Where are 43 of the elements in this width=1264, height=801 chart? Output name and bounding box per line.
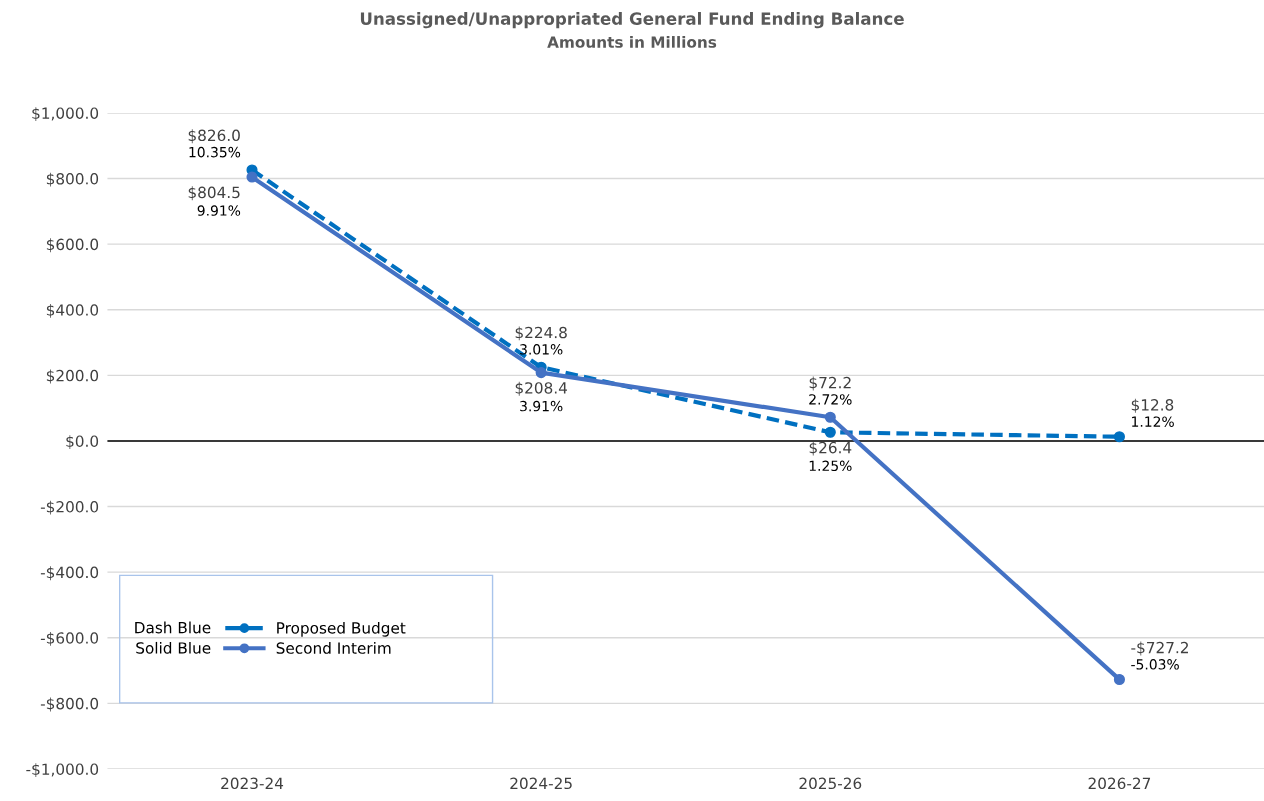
point <box>1113 431 1125 443</box>
annotation: Dash Blue <box>135 621 211 634</box>
y-tick-label: $1,000.0 <box>32 107 99 121</box>
y-tick-label: $400.0 <box>46 303 99 318</box>
data-label: $12.8 <box>1131 398 1174 413</box>
y-tick-label: $600.0 <box>46 238 99 253</box>
point <box>246 171 258 183</box>
annotation: 3.91% <box>520 400 563 412</box>
y-tick-label: -$600.0 <box>40 631 99 646</box>
y-tick-label: -$200.0 <box>40 500 99 515</box>
point <box>824 411 836 423</box>
y-tick-label: -$800.0 <box>40 697 99 712</box>
y-tick-label: $0.0 <box>66 435 99 449</box>
data-label: $208.4 <box>515 381 568 396</box>
annotation: 1.12% <box>1132 416 1174 427</box>
chart-subtitle: Amounts in Millions <box>547 36 717 48</box>
x-tick-label: 2024-25 <box>510 777 572 790</box>
annotation: 2.72% <box>809 394 852 405</box>
y-tick-label: -$1,000.0 <box>26 763 99 778</box>
annotation: 1.25% <box>809 460 852 472</box>
x-tick-label: 2023-24 <box>221 777 284 790</box>
annotation: Solid Blue <box>136 641 211 654</box>
annotation: 9.91% <box>197 205 241 216</box>
legend-label: Second Interim <box>276 642 391 654</box>
chart-title: Unassigned/Unappropriated General Fund Ending Balance <box>360 12 904 29</box>
data-label: $804.5 <box>188 186 240 201</box>
y-tick-label: $200.0 <box>46 369 99 384</box>
y-tick-label: $800.0 <box>46 172 99 187</box>
x-tick-label: 2025-26 <box>799 777 862 790</box>
annotation: 10.35% <box>189 146 241 158</box>
annotation: 3.01% <box>520 344 563 355</box>
data-label: $224.8 <box>515 326 567 341</box>
data-label: $26.4 <box>809 441 852 456</box>
point <box>824 426 836 438</box>
point <box>535 367 547 379</box>
annotation: -5.03% <box>1131 659 1179 670</box>
y-tick-label: -$400.0 <box>40 566 99 581</box>
data-label: -$727.2 <box>1131 641 1188 656</box>
x-tick-label: 2026-27 <box>1088 777 1151 790</box>
data-label: $72.2 <box>809 376 851 391</box>
point <box>1113 673 1125 686</box>
data-label: $826.0 <box>188 129 240 144</box>
legend-label: Proposed Budget <box>277 621 406 637</box>
